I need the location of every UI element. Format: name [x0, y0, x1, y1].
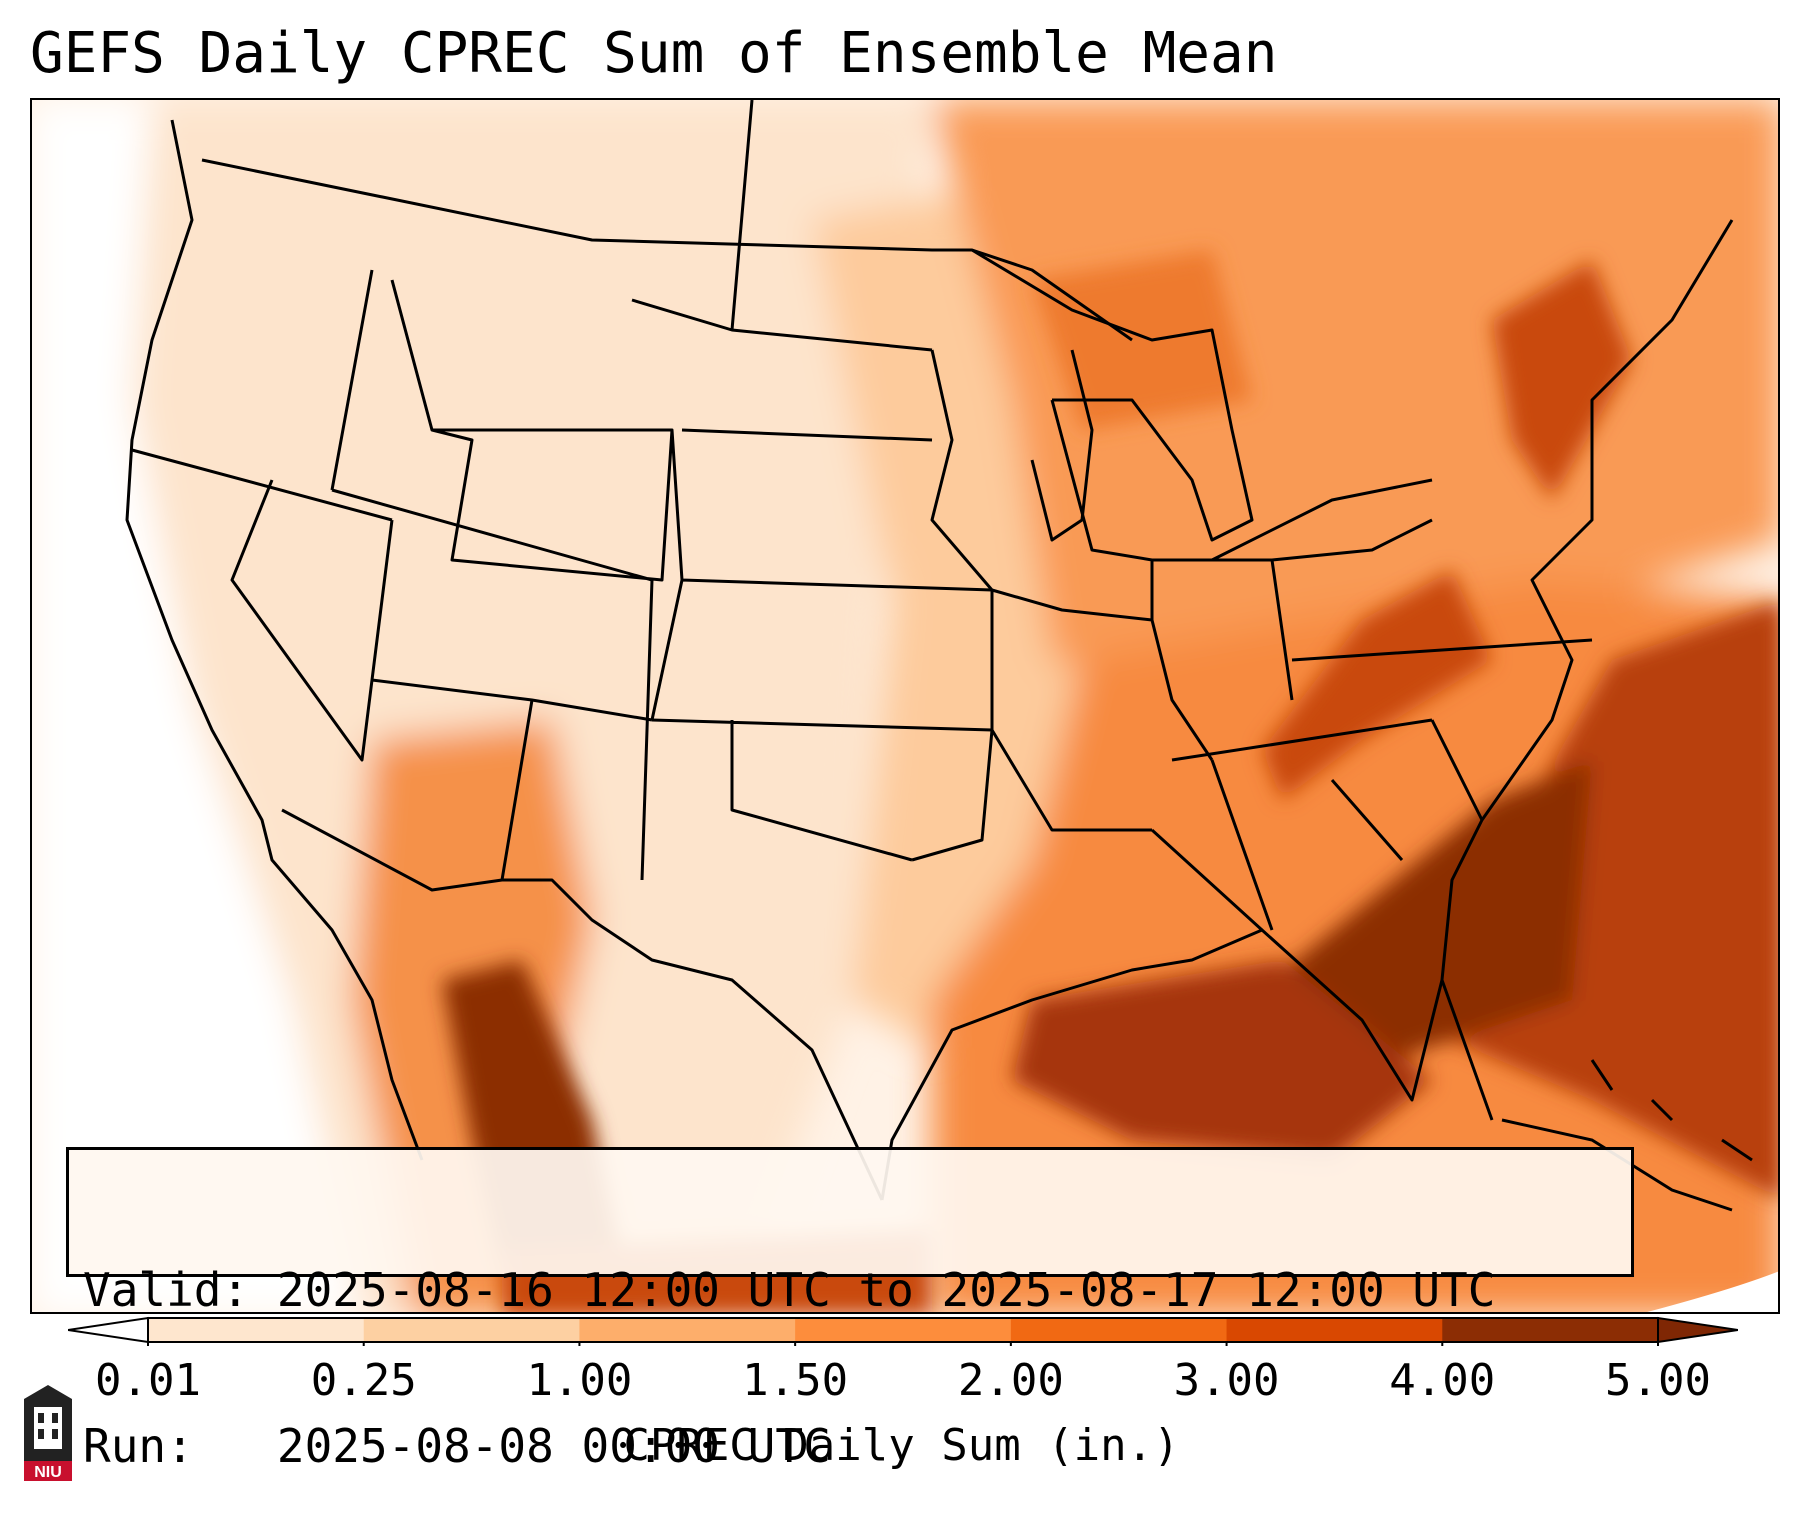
state-lines-east	[1050, 399, 1593, 932]
map-title: GEFS Daily CPREC Sum of Ensemble Mean	[30, 21, 1278, 86]
colorbar-segment	[1010, 1318, 1228, 1342]
valid-label: Valid:	[83, 1263, 250, 1317]
precip-appalachian	[1262, 570, 1492, 800]
map-canvas	[32, 100, 1778, 1312]
great-lakes-outline	[971, 248, 1254, 542]
colorbar-segment	[579, 1318, 796, 1342]
colorbar-tick-label: 3.00	[1173, 1355, 1280, 1406]
colorbar-segment	[363, 1318, 580, 1342]
colorbar-tick-label: 2.00	[957, 1355, 1064, 1406]
precip-gulf-band	[1012, 960, 1432, 1160]
colorbar-tick-label: 5.00	[1605, 1355, 1711, 1406]
domain-edge	[1647, 1271, 1778, 1312]
colorbar-segments	[148, 1318, 1659, 1342]
lake-michigan	[1030, 349, 1094, 542]
east-coastline	[1440, 219, 1734, 1121]
colorbar-tick-label: 0.01	[95, 1355, 201, 1406]
colorbar-ticks	[147, 1342, 1659, 1346]
state-lines-plains	[651, 328, 1214, 862]
precip-superior	[1032, 250, 1252, 430]
precip-florida-core	[1272, 760, 1592, 1060]
precip-great-lakes	[932, 100, 1778, 700]
colorbar-tick-label: 0.25	[310, 1355, 417, 1406]
canada-border	[201, 158, 1133, 342]
precipitation-map	[30, 98, 1780, 1314]
colorbar-segment	[795, 1318, 1012, 1342]
colorbar-label: CPREC Daily Sum (in.)	[623, 1420, 1180, 1471]
mexico-border	[281, 808, 884, 1201]
valid-row: Valid: 2025-08-16 12:00 UTC to 2025-08-1…	[83, 1264, 1617, 1316]
run-label: Run:	[83, 1419, 194, 1473]
colorbar-segment	[1442, 1318, 1659, 1342]
valid-time-range: 2025-08-16 12:00 UTC to 2025-08-17 12:00…	[276, 1263, 1496, 1317]
niu-logo: NIU	[24, 1385, 72, 1481]
precip-field	[32, 100, 1778, 1312]
colorbar-under-arrow	[68, 1316, 149, 1344]
niu-logo-text: NIU	[34, 1464, 62, 1481]
niu-logo-band	[24, 1461, 72, 1481]
run-time: 2025-08-08 00:00 UTC	[276, 1419, 831, 1473]
valid-run-info-box: Valid: 2025-08-16 12:00 UTC to 2025-08-1…	[66, 1147, 1634, 1472]
colorbar	[68, 1316, 1738, 1346]
boundaries	[125, 100, 1734, 1201]
precip-atlantic-band	[1452, 601, 1778, 1198]
precip-west-light	[32, 100, 362, 1312]
colorbar-segment	[1226, 1318, 1443, 1342]
run-row: Run: 2025-08-08 00:00 UTC	[83, 1420, 1617, 1472]
bahamas-outline	[1590, 1059, 1753, 1162]
colorbar-tick-label: 4.00	[1389, 1355, 1496, 1406]
colorbar-tick-label: 1.50	[742, 1355, 849, 1406]
gulf-coastline	[880, 928, 1444, 1201]
colorbar-segment	[148, 1318, 365, 1342]
colorbar-frame	[147, 1317, 1659, 1343]
precip-new-england	[1492, 260, 1632, 500]
west-coastline	[125, 119, 424, 1161]
colorbar-tick-label: 1.00	[526, 1355, 633, 1406]
lake-erie-ontario	[1211, 478, 1433, 562]
colorbar-over-arrow	[1657, 1316, 1738, 1344]
